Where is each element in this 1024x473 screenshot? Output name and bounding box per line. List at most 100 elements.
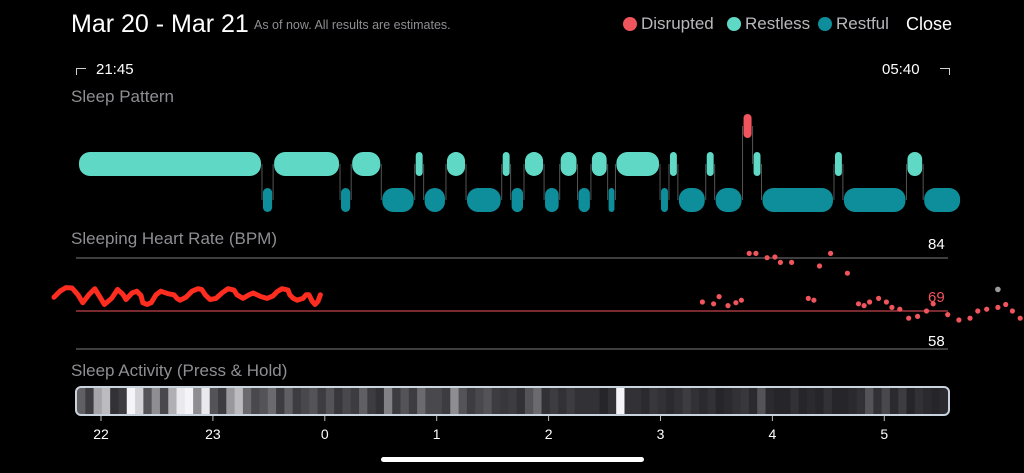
pattern-segment-restful[interactable]: [678, 188, 705, 212]
hr-point: [967, 315, 973, 321]
activity-cell: [375, 388, 385, 414]
pattern-segment-restful[interactable]: [715, 188, 742, 212]
activity-cell: [806, 388, 816, 414]
pattern-segment-restless[interactable]: [502, 152, 510, 176]
activity-cell: [533, 388, 543, 414]
activity-cell: [715, 388, 725, 414]
activity-cell: [574, 388, 584, 414]
pattern-segment-restless[interactable]: [669, 152, 677, 176]
activity-cell: [458, 388, 468, 414]
pattern-segment-restful[interactable]: [608, 188, 615, 212]
hr-point: [811, 297, 817, 303]
axis-label: 2: [545, 426, 553, 442]
hr-point: [855, 301, 862, 307]
activity-cell: [367, 388, 377, 414]
hr-point: [923, 308, 930, 314]
activity-cell: [923, 388, 933, 414]
sleep-pattern-chart[interactable]: [79, 114, 961, 212]
pattern-segment-restless[interactable]: [753, 152, 761, 176]
activity-cell: [732, 388, 742, 414]
pattern-segment-restful[interactable]: [578, 188, 590, 212]
activity-cell: [475, 388, 485, 414]
activity-cell: [724, 388, 733, 414]
activity-cell: [500, 388, 509, 414]
pattern-segment-restless[interactable]: [834, 152, 842, 176]
axis-label: 23: [205, 426, 221, 442]
hr-point: [753, 250, 759, 256]
pattern-segment-restful[interactable]: [843, 188, 906, 212]
pattern-segment-restful[interactable]: [545, 188, 559, 212]
pattern-segment-restful[interactable]: [661, 188, 668, 212]
activity-cell: [649, 388, 659, 414]
hr-point: [828, 250, 834, 256]
activity-cell: [823, 388, 833, 414]
hr-point: [733, 300, 739, 306]
pattern-segment-restless[interactable]: [274, 152, 340, 176]
pattern-segment-restful[interactable]: [924, 188, 961, 212]
activity-cell: [317, 388, 327, 414]
activity-cell: [524, 388, 534, 414]
hr-point: [1017, 315, 1023, 321]
close-button[interactable]: Close: [906, 14, 953, 34]
activity-cell: [417, 388, 426, 414]
activity-cell: [441, 388, 451, 414]
hr-point: [816, 263, 823, 269]
start-bracket-icon: [76, 68, 86, 75]
pattern-segment-restful[interactable]: [511, 188, 523, 212]
activity-cell: [242, 388, 252, 414]
activity-cell: [251, 388, 261, 414]
activity-cell: [334, 388, 344, 414]
legend-restless-label: Restless: [745, 14, 811, 33]
activity-cell: [591, 388, 601, 414]
hr-point: [945, 312, 951, 318]
pattern-segment-restless[interactable]: [352, 152, 381, 176]
restless-dot-icon: [727, 17, 741, 31]
pattern-segment-restful[interactable]: [382, 188, 414, 212]
heart-rate-chart[interactable]: [51, 250, 1024, 346]
activity-cell: [226, 388, 236, 414]
hr-point: [805, 295, 811, 301]
pattern-segment-disrupted[interactable]: [743, 114, 752, 138]
pattern-segment-restless[interactable]: [706, 152, 714, 176]
activity-cell: [583, 388, 592, 414]
hr-point: [956, 317, 962, 323]
pattern-segment-restless[interactable]: [79, 152, 261, 176]
axis-label: 0: [321, 426, 329, 442]
hr-point: [1009, 308, 1016, 314]
activity-cell: [77, 388, 86, 414]
hr-point: [764, 255, 770, 261]
sleep-activity-chart[interactable]: [77, 388, 949, 414]
activity-cell: [159, 388, 169, 414]
hr-point: [738, 297, 745, 303]
pattern-segment-restful[interactable]: [262, 188, 273, 212]
activity-cell: [309, 388, 319, 414]
pattern-segment-restless[interactable]: [616, 152, 660, 176]
pattern-segment-restful[interactable]: [341, 188, 351, 212]
activity-cell: [433, 388, 443, 414]
activity-cell: [508, 388, 518, 414]
pattern-segment-restful[interactable]: [467, 188, 501, 212]
hr-curve: [51, 285, 323, 307]
activity-cell: [558, 388, 568, 414]
hr-point: [867, 299, 873, 305]
pattern-segment-restful[interactable]: [424, 188, 445, 212]
heart-rate-title: Sleeping Heart Rate (BPM): [71, 229, 277, 248]
activity-cell: [350, 388, 360, 414]
activity-cell: [665, 388, 675, 414]
time-axis: 22 23 0 1 2 3 4 5: [93, 416, 888, 442]
activity-cell: [359, 388, 368, 414]
pattern-segment-restless[interactable]: [907, 152, 923, 176]
page-title: Mar 20 - Mar 21: [71, 10, 249, 38]
pattern-segment-restless[interactable]: [415, 152, 423, 176]
hr-point: [725, 303, 731, 309]
activity-cell: [848, 388, 858, 414]
pattern-segment-restful[interactable]: [762, 188, 833, 212]
end-bracket-icon: [940, 68, 950, 75]
activity-cell: [856, 388, 866, 414]
pattern-segment-restless[interactable]: [525, 152, 544, 176]
pattern-segment-restless[interactable]: [591, 152, 607, 176]
pattern-segment-restless[interactable]: [446, 152, 466, 176]
home-indicator[interactable]: [381, 457, 644, 462]
pattern-segment-restless[interactable]: [560, 152, 577, 176]
